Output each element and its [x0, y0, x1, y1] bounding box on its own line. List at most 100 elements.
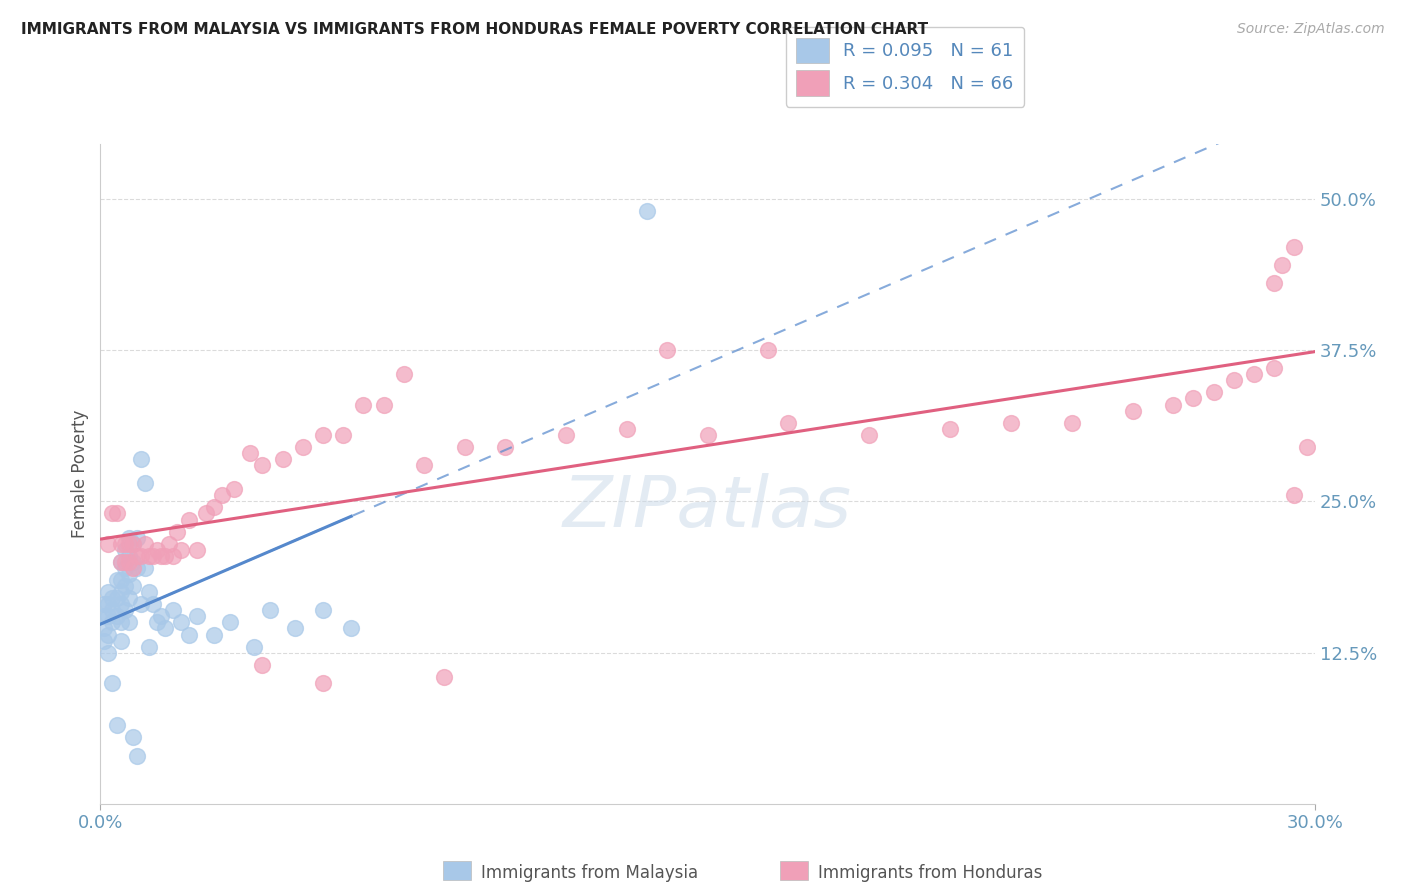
Legend: R = 0.095   N = 61, R = 0.304   N = 66: R = 0.095 N = 61, R = 0.304 N = 66 — [786, 27, 1025, 107]
Point — [1284, 488, 1306, 502]
Point — [125, 549, 148, 563]
Text: Source: ZipAtlas.com: Source: ZipAtlas.com — [1237, 22, 1385, 37]
Point — [97, 627, 120, 641]
Point — [413, 458, 436, 472]
Point — [353, 397, 375, 411]
Point — [93, 633, 115, 648]
Point — [194, 507, 217, 521]
Point — [121, 537, 143, 551]
Point — [105, 609, 128, 624]
Point — [146, 542, 169, 557]
Point — [1243, 368, 1265, 382]
Point — [179, 512, 201, 526]
Point — [105, 718, 128, 732]
Point — [1182, 392, 1205, 406]
Point — [211, 488, 233, 502]
Point — [110, 597, 132, 611]
Point — [138, 585, 160, 599]
Point — [97, 597, 120, 611]
Point — [118, 591, 141, 606]
Point — [110, 555, 132, 569]
Point — [655, 343, 678, 357]
Point — [105, 573, 128, 587]
Point — [219, 615, 242, 630]
Point — [129, 597, 152, 611]
Point — [392, 368, 415, 382]
Point — [121, 579, 143, 593]
Point — [259, 603, 281, 617]
Point — [121, 537, 143, 551]
Point — [110, 615, 132, 630]
Point — [101, 615, 124, 630]
Point — [1000, 416, 1022, 430]
Point — [114, 555, 136, 569]
Point — [121, 731, 143, 745]
Point — [93, 609, 115, 624]
Point — [150, 549, 173, 563]
Point — [166, 524, 188, 539]
Point — [554, 427, 576, 442]
Point — [142, 597, 165, 611]
Point — [153, 549, 176, 563]
Point — [118, 555, 141, 569]
Point — [125, 531, 148, 545]
Point — [93, 622, 115, 636]
Point — [1295, 440, 1317, 454]
Point — [696, 427, 718, 442]
Point — [1263, 277, 1285, 291]
Point — [134, 537, 156, 551]
Point — [373, 397, 395, 411]
Point — [291, 440, 314, 454]
Point — [186, 609, 208, 624]
Point — [157, 537, 180, 551]
Point — [110, 537, 132, 551]
Point — [1263, 361, 1285, 376]
Point — [494, 440, 516, 454]
Point — [105, 591, 128, 606]
Point — [101, 591, 124, 606]
Point — [153, 622, 176, 636]
Point — [118, 537, 141, 551]
Point — [97, 537, 120, 551]
Point — [121, 555, 143, 569]
Point — [150, 609, 173, 624]
Point — [222, 482, 245, 496]
Point — [1271, 258, 1294, 272]
Point — [101, 507, 124, 521]
Point — [312, 676, 335, 690]
Point — [332, 427, 354, 442]
Point — [1284, 240, 1306, 254]
Point — [340, 622, 363, 636]
Point — [138, 549, 160, 563]
Point — [162, 549, 184, 563]
Point — [134, 476, 156, 491]
Point — [239, 446, 262, 460]
Point — [1161, 397, 1184, 411]
Point — [186, 542, 208, 557]
Point — [179, 627, 201, 641]
Point — [858, 427, 880, 442]
Point — [243, 640, 266, 654]
Point — [636, 203, 658, 218]
Point — [170, 615, 193, 630]
Point — [101, 676, 124, 690]
Point — [284, 622, 307, 636]
Point — [433, 670, 456, 684]
Point — [202, 500, 225, 515]
Point — [616, 422, 638, 436]
Point — [756, 343, 779, 357]
Point — [271, 452, 294, 467]
Point — [110, 633, 132, 648]
Point — [114, 537, 136, 551]
Point — [97, 585, 120, 599]
Point — [312, 603, 335, 617]
Point — [252, 657, 274, 672]
Point — [202, 627, 225, 641]
Point — [312, 427, 335, 442]
Point — [118, 531, 141, 545]
Text: Immigrants from Malaysia: Immigrants from Malaysia — [481, 864, 697, 882]
Y-axis label: Female Poverty: Female Poverty — [72, 410, 89, 538]
Point — [129, 452, 152, 467]
Point — [125, 561, 148, 575]
Point — [105, 507, 128, 521]
